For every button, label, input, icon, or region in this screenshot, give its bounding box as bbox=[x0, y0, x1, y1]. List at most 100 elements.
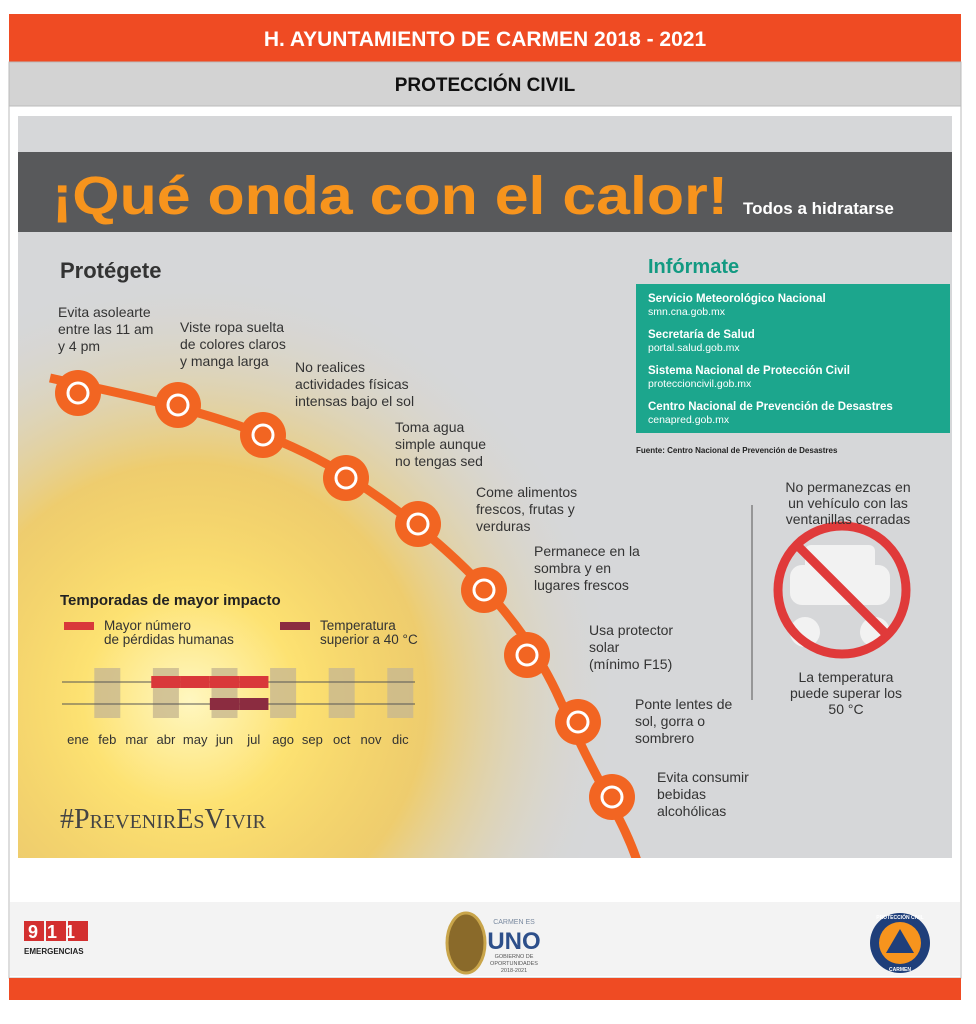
month-column bbox=[94, 668, 121, 718]
legend-text: superior a 40 °C bbox=[320, 632, 418, 647]
logo-sub: GOBIERNO DE bbox=[495, 954, 534, 960]
step-text: y manga larga bbox=[180, 353, 269, 369]
warning-text: La temperatura bbox=[799, 669, 894, 685]
logo-sub: 2018-2021 bbox=[501, 968, 527, 974]
step-icon-glyph bbox=[66, 381, 90, 405]
emergency-box bbox=[68, 921, 88, 941]
logo-main: UNO bbox=[487, 928, 540, 955]
logo-sub: OPORTUNIDADES bbox=[490, 961, 538, 967]
month-label: feb bbox=[98, 732, 116, 747]
step-text: Viste ropa suelta bbox=[180, 319, 284, 335]
header-bar bbox=[9, 14, 961, 62]
month-column bbox=[387, 668, 414, 718]
banner-title: ¡Qué onda con el calor! bbox=[52, 166, 728, 226]
step-text: sombrero bbox=[635, 730, 694, 746]
month-label: may bbox=[183, 732, 208, 747]
step-icon bbox=[155, 382, 201, 428]
sun bbox=[18, 116, 952, 858]
seasons-title: Temporadas de mayor impacto bbox=[60, 592, 281, 609]
info-box bbox=[636, 284, 950, 433]
emergency-box bbox=[46, 921, 66, 941]
step-text: No realices bbox=[295, 359, 365, 375]
step-icon-glyph bbox=[406, 512, 430, 536]
emergency-box bbox=[24, 921, 44, 941]
season-bar bbox=[209, 698, 240, 710]
info-title: Infórmate bbox=[648, 256, 739, 278]
logo-top: CARMEN ES bbox=[493, 919, 535, 926]
month-column bbox=[152, 668, 179, 718]
protect-title: Protégete bbox=[60, 258, 161, 283]
step-icon-glyph bbox=[472, 578, 496, 602]
step-icon-glyph bbox=[166, 393, 190, 417]
step-icon bbox=[240, 412, 286, 458]
header-subtitle: PROTECCIÓN CIVIL bbox=[395, 74, 576, 96]
hashtag: #PrevenirEsVivir bbox=[60, 804, 266, 835]
step-text: verduras bbox=[476, 518, 530, 534]
footer-bar bbox=[9, 978, 961, 1000]
season-bar bbox=[180, 676, 210, 688]
step-text: simple aunque bbox=[395, 436, 486, 452]
month-label: jun bbox=[215, 732, 233, 747]
header-title: H. AYUNTAMIENTO DE CARMEN 2018 - 2021 bbox=[264, 28, 707, 51]
season-bar bbox=[239, 676, 269, 688]
source-name: Servicio Meteorológico Nacional bbox=[648, 293, 826, 305]
month-label: abr bbox=[157, 732, 176, 747]
step-icon-glyph bbox=[334, 466, 358, 490]
month-label: nov bbox=[361, 732, 382, 747]
source-url: cenapred.gob.mx bbox=[648, 414, 730, 426]
month-column bbox=[211, 668, 238, 718]
step-icon-glyph bbox=[515, 643, 539, 667]
month-label: sep bbox=[302, 732, 323, 747]
step-text: sol, gorra o bbox=[635, 713, 705, 729]
source-url: portal.salud.gob.mx bbox=[648, 342, 740, 354]
month-label: dic bbox=[392, 732, 409, 747]
step-icon bbox=[323, 455, 369, 501]
step-text: entre las 11 am bbox=[58, 321, 153, 337]
step-text: Permanece en la bbox=[534, 543, 640, 559]
prohibit-bar bbox=[793, 541, 891, 639]
step-icon bbox=[395, 501, 441, 547]
legend-text: Mayor número bbox=[104, 618, 191, 633]
month-label: ene bbox=[67, 732, 89, 747]
poster bbox=[18, 116, 952, 858]
badge-text: PROTECCIÓN CIVIL bbox=[876, 913, 924, 921]
emergency-number: 911 bbox=[28, 922, 84, 942]
step-icon bbox=[461, 567, 507, 613]
prohibit-ring bbox=[773, 521, 911, 659]
step-text: sombra y en bbox=[534, 560, 611, 576]
step-text: Evita consumir bbox=[657, 769, 749, 785]
warning-text: un vehículo con las bbox=[788, 495, 908, 511]
warning-text: ventanillas cerradas bbox=[786, 511, 911, 527]
step-text: Evita asolearte bbox=[58, 304, 151, 320]
coat-of-arms bbox=[445, 911, 487, 975]
month-column bbox=[328, 668, 355, 718]
source-url: proteccioncivil.gob.mx bbox=[648, 378, 752, 390]
legend-text: Temperatura bbox=[320, 618, 396, 633]
step-icon-glyph bbox=[600, 785, 624, 809]
step-text: lugares frescos bbox=[534, 577, 629, 593]
season-bar bbox=[239, 698, 269, 710]
step-text: Usa protector bbox=[589, 622, 673, 638]
badge-text: CARMEN bbox=[889, 967, 911, 973]
season-bar bbox=[151, 676, 181, 688]
step-text: Toma agua bbox=[395, 419, 464, 435]
month-label: oct bbox=[333, 732, 351, 747]
no-car-sign bbox=[773, 521, 911, 659]
warning-text: No permanezcas en bbox=[785, 479, 910, 495]
banner-tagline: Todos a hidratarse bbox=[743, 199, 894, 218]
banner-bar bbox=[18, 152, 952, 232]
warning-text: puede superar los bbox=[790, 685, 902, 701]
step-icon bbox=[504, 632, 550, 678]
season-bar bbox=[209, 676, 240, 688]
step-text: frescos, frutas y bbox=[476, 501, 575, 517]
step-text: actividades físicas bbox=[295, 376, 409, 392]
badge-triangle bbox=[886, 929, 914, 953]
step-icon bbox=[555, 699, 601, 745]
step-text: bebidas bbox=[657, 786, 706, 802]
step-text: Come alimentos bbox=[476, 484, 577, 500]
warning-text: 50 °C bbox=[828, 701, 863, 717]
step-icon-glyph bbox=[251, 423, 275, 447]
step-text: y 4 pm bbox=[58, 338, 100, 354]
